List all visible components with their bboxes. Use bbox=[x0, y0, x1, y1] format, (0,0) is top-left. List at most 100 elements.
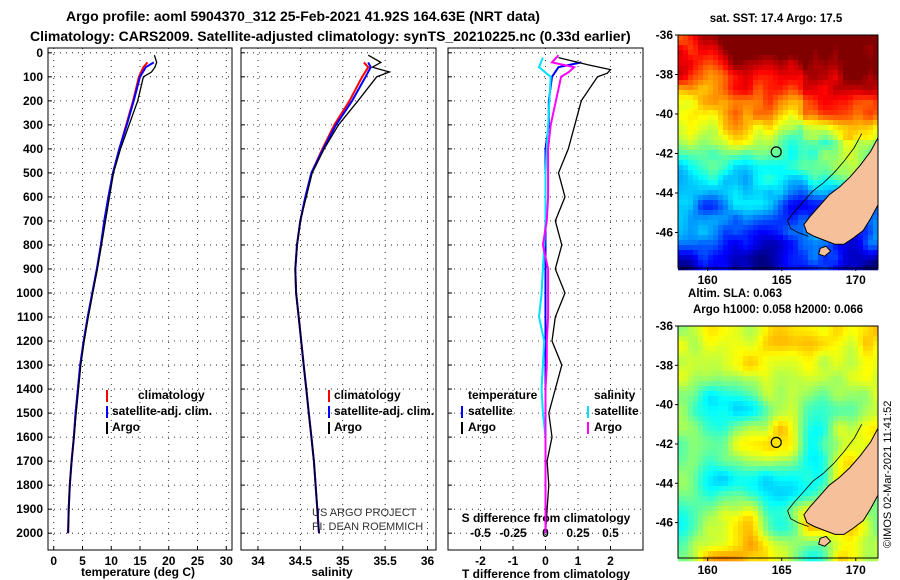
sst-map-cell bbox=[773, 220, 779, 226]
sst-map-cell bbox=[693, 205, 699, 211]
sla-map-cell bbox=[733, 476, 739, 482]
sst-map-cell bbox=[773, 115, 779, 121]
pressure-tick-label: 600 bbox=[23, 190, 43, 204]
sla-map-cell bbox=[683, 396, 689, 402]
sla-map-cell bbox=[873, 541, 879, 547]
sst-map-cell bbox=[823, 165, 829, 171]
sst-map-cell bbox=[788, 120, 794, 126]
sla-map-cell bbox=[743, 486, 749, 492]
sst-map-cell bbox=[833, 95, 839, 101]
sla-map-cell bbox=[733, 391, 739, 397]
sst-map-cell bbox=[773, 145, 779, 151]
sla-map-cell bbox=[773, 536, 779, 542]
sst-map-cell bbox=[783, 255, 789, 261]
sst-map-cell bbox=[833, 250, 839, 256]
sst-map-cell bbox=[873, 75, 879, 81]
sst-map-cell bbox=[768, 160, 774, 166]
sla-map-cell bbox=[848, 376, 854, 382]
sst-map-cell bbox=[768, 75, 774, 81]
sst-map-cell bbox=[803, 230, 809, 236]
sst-map-cell bbox=[758, 190, 764, 196]
sla-map-cell bbox=[768, 481, 774, 487]
sst-map-cell bbox=[743, 90, 749, 96]
sla-map-cell bbox=[803, 456, 809, 462]
sst-map-cell bbox=[723, 40, 729, 46]
sla-map-cell bbox=[773, 556, 779, 562]
sla-map-cell bbox=[738, 446, 744, 452]
sla-map-cell bbox=[843, 336, 849, 342]
sla-map-cell bbox=[773, 466, 779, 472]
sst-map-cell bbox=[743, 80, 749, 86]
sla-map-cell bbox=[718, 466, 724, 472]
sst-map-cell bbox=[703, 225, 709, 231]
sla-map-cell bbox=[703, 351, 709, 357]
sla-map-cell bbox=[843, 341, 849, 347]
sst-map-cell bbox=[813, 255, 819, 261]
sst-map-cell bbox=[698, 125, 704, 131]
sst-map-cell bbox=[713, 235, 719, 241]
sst-map-cell bbox=[728, 255, 734, 261]
sla-map-cell bbox=[843, 416, 849, 422]
sst-map-cell bbox=[688, 210, 694, 216]
sst-map-cell bbox=[728, 40, 734, 46]
sla-map-cell bbox=[778, 416, 784, 422]
sla-map-cell bbox=[678, 376, 684, 382]
sla-map-cell bbox=[813, 381, 819, 387]
sla-map-cell bbox=[833, 436, 839, 442]
sla-map-cell bbox=[753, 526, 759, 532]
sst-map-cell bbox=[798, 180, 804, 186]
sla-map-cell bbox=[738, 326, 744, 332]
sst-map-cell bbox=[698, 55, 704, 61]
sst-map-cell bbox=[858, 90, 864, 96]
sst-map-cell bbox=[868, 90, 874, 96]
sst-map-cell bbox=[813, 90, 819, 96]
sla-map-cell bbox=[738, 376, 744, 382]
sla-map-cell bbox=[768, 376, 774, 382]
sst-map-cell bbox=[733, 140, 739, 146]
sla-map-cell bbox=[693, 376, 699, 382]
sla-map-cell bbox=[683, 411, 689, 417]
sla-map-cell bbox=[768, 341, 774, 347]
sla-map-cell bbox=[708, 506, 714, 512]
sst-map-cell bbox=[833, 80, 839, 86]
sst-map-cell bbox=[858, 65, 864, 71]
sst-map-cell bbox=[818, 85, 824, 91]
sst-map-cell bbox=[873, 230, 879, 236]
sla-map-cell bbox=[833, 421, 839, 427]
sla-map-cell bbox=[723, 411, 729, 417]
sst-map-cell bbox=[708, 155, 714, 161]
sst-map-cell bbox=[728, 140, 734, 146]
sst-map-cell bbox=[718, 75, 724, 81]
sst-map-cell bbox=[868, 55, 874, 61]
sst-map-cell bbox=[718, 130, 724, 136]
sla-map-cell bbox=[748, 406, 754, 412]
sst-map-cell bbox=[833, 160, 839, 166]
sla-map-cell bbox=[683, 366, 689, 372]
pressure-tick-label: 1100 bbox=[17, 310, 43, 324]
sla-map-cell bbox=[813, 346, 819, 352]
sla-map-cell bbox=[718, 401, 724, 407]
sla-map-cell bbox=[838, 341, 844, 347]
sla-map-cell bbox=[688, 456, 694, 462]
sla-map-cell bbox=[798, 381, 804, 387]
sla-map-cell bbox=[873, 411, 879, 417]
sla-map-cell bbox=[783, 421, 789, 427]
sla-map-cell bbox=[868, 541, 874, 547]
sla-map-cell bbox=[868, 396, 874, 402]
sst-map-cell bbox=[788, 50, 794, 56]
sst-map-cell bbox=[728, 85, 734, 91]
sst-map-title: sat. SST: 17.4 Argo: 17.5 bbox=[710, 13, 843, 25]
sst-map-cell bbox=[703, 45, 709, 51]
sst-map-cell bbox=[843, 70, 849, 76]
sla-map-cell bbox=[823, 346, 829, 352]
sst-map-cell bbox=[743, 145, 749, 151]
sla-map-cell bbox=[798, 506, 804, 512]
sst-map-cell bbox=[678, 55, 684, 61]
sla-map-cell bbox=[688, 371, 694, 377]
sla-map-cell bbox=[683, 406, 689, 412]
sst-map-cell bbox=[853, 135, 859, 141]
sla-map-cell bbox=[788, 371, 794, 377]
pressure-tick-label: 800 bbox=[23, 238, 43, 252]
sst-map-cell bbox=[688, 240, 694, 246]
sla-map-cell bbox=[858, 556, 864, 562]
